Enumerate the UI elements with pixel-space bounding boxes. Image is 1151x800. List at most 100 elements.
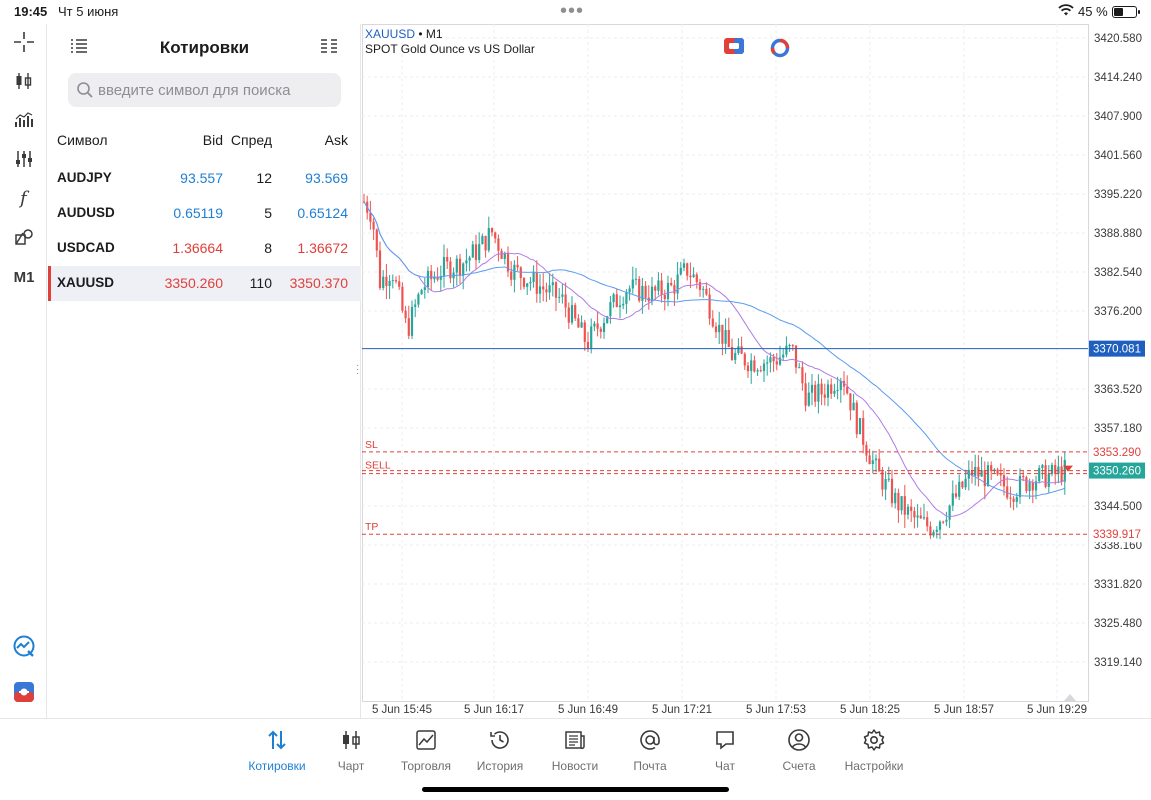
tp-price-tag: 3339.917: [1093, 529, 1141, 541]
column-ask[interactable]: Ask: [324, 132, 348, 148]
candle-body: [522, 278, 526, 287]
candle-body: [465, 260, 468, 264]
home-indicator[interactable]: [422, 787, 729, 792]
candle-body: [935, 529, 938, 532]
quote-row[interactable]: USDCAD 1.36664 8 1.36672: [48, 231, 361, 266]
candle-body: [430, 270, 433, 280]
chart-area[interactable]: 3420.580 3414.240 3407.900 3401.560 3395.220…: [362, 24, 1151, 718]
candle-body: [586, 341, 590, 349]
candle-body: [567, 307, 570, 323]
candle-body: [820, 383, 823, 395]
candle-body: [903, 496, 906, 515]
candle-body: [474, 244, 478, 261]
candle-body: [577, 318, 580, 328]
list-view-icon[interactable]: [70, 38, 88, 59]
candle-body: [634, 278, 638, 280]
search-icon: [76, 81, 94, 104]
status-time: 19:45: [14, 4, 48, 19]
nav-accounts[interactable]: Счета: [763, 727, 835, 773]
column-bid[interactable]: Bid: [202, 132, 223, 148]
candle-body: [375, 229, 378, 251]
candle-body: [1022, 475, 1025, 478]
candle-body: [695, 274, 698, 283]
nav-history[interactable]: История: [464, 727, 536, 773]
price-chart[interactable]: 3420.580 3414.240 3407.900 3401.560 3395.220…: [362, 24, 1151, 718]
battery-icon: [1112, 6, 1140, 18]
nav-news[interactable]: Новости: [539, 727, 611, 773]
objects-draw-icon[interactable]: [8, 221, 40, 253]
candle-body: [740, 346, 743, 354]
candle-body: [833, 390, 836, 394]
y-tick-label: 3325.480: [1094, 618, 1142, 630]
candle-body: [846, 386, 849, 394]
chart-symbol[interactable]: XAUUSD: [365, 27, 416, 41]
candle-body: [1054, 464, 1057, 474]
candle-body: [871, 460, 874, 464]
candle-body: [423, 287, 426, 290]
multitask-dots-icon[interactable]: •••: [560, 0, 585, 22]
candle-body: [551, 282, 554, 286]
candle-body: [1034, 481, 1038, 491]
nav-chart[interactable]: Чарт: [315, 727, 387, 773]
candle-body: [609, 302, 612, 317]
candle-body: [436, 277, 439, 280]
arrows-updown-icon: [241, 727, 313, 753]
search-box[interactable]: [68, 73, 341, 107]
candle-body: [407, 318, 410, 336]
candle-body: [401, 286, 404, 311]
candle-body: [692, 274, 695, 278]
candle-body: [558, 296, 561, 298]
nav-trade[interactable]: Торговля: [390, 727, 462, 773]
quotes-header-row: Символ Bid Спред Ask: [48, 132, 361, 152]
chart-type-candles-icon[interactable]: [8, 65, 40, 97]
trading-signals-icon[interactable]: [8, 630, 40, 662]
mail-at-icon: [614, 727, 686, 753]
nav-chat-label: Чат: [715, 759, 735, 773]
quote-row[interactable]: AUDUSD 0.65119 5 0.65124: [48, 196, 361, 231]
x-tick-label: 5 Jun 17:53: [746, 704, 806, 716]
indicators-sliders-icon[interactable]: [8, 143, 40, 175]
one-click-trading-icon[interactable]: [8, 676, 40, 708]
nav-chat[interactable]: Чат: [689, 727, 761, 773]
volume-bars-icon[interactable]: [8, 104, 40, 136]
candle-body: [794, 345, 798, 368]
nav-settings[interactable]: Настройки: [838, 727, 910, 773]
y-tick-label: 3414.240: [1094, 72, 1142, 84]
candle-body: [929, 526, 932, 536]
quote-row[interactable]: XAUUSD 3350.260 110 3350.370: [48, 266, 361, 301]
quote-spread: 5: [264, 205, 272, 221]
candle-body: [673, 285, 676, 294]
function-f-icon[interactable]: f: [8, 182, 40, 214]
candle-body: [410, 306, 414, 336]
column-spread[interactable]: Спред: [230, 132, 272, 148]
price-tag-bg: [1089, 443, 1145, 460]
candle-body: [878, 458, 881, 472]
candle-body: [641, 285, 644, 301]
nav-quotes[interactable]: Котировки: [241, 727, 313, 773]
candle-body: [666, 282, 670, 300]
tp-label: TP: [365, 521, 378, 533]
quote-row[interactable]: AUDJPY 93.557 12 93.569: [48, 161, 361, 196]
nav-mail[interactable]: Почта: [614, 727, 686, 773]
quotes-title: Котировки: [159, 38, 250, 57]
candle-body: [644, 285, 647, 298]
candle-body: [737, 346, 740, 354]
candle-body: [890, 478, 894, 504]
candle-body: [439, 275, 442, 280]
timeframe-button[interactable]: M1: [13, 268, 35, 286]
candle-body: [426, 270, 430, 288]
candle-body: [615, 294, 618, 307]
candle-body: [714, 326, 718, 333]
search-input[interactable]: [98, 73, 333, 107]
status-bar: 19:45 Чт 5 июня ••• 45 %: [0, 0, 1151, 24]
candle-body: [478, 244, 481, 261]
candle-body: [801, 367, 804, 384]
column-symbol[interactable]: Символ: [57, 132, 108, 148]
candle-body: [743, 353, 746, 366]
candle-body: [810, 384, 814, 393]
panel-resize-handle[interactable]: · · ·: [356, 360, 360, 379]
crosshair-icon[interactable]: [8, 26, 40, 58]
candle-body: [497, 238, 500, 251]
candle-body: [481, 235, 484, 245]
detailed-view-icon[interactable]: [320, 38, 338, 59]
